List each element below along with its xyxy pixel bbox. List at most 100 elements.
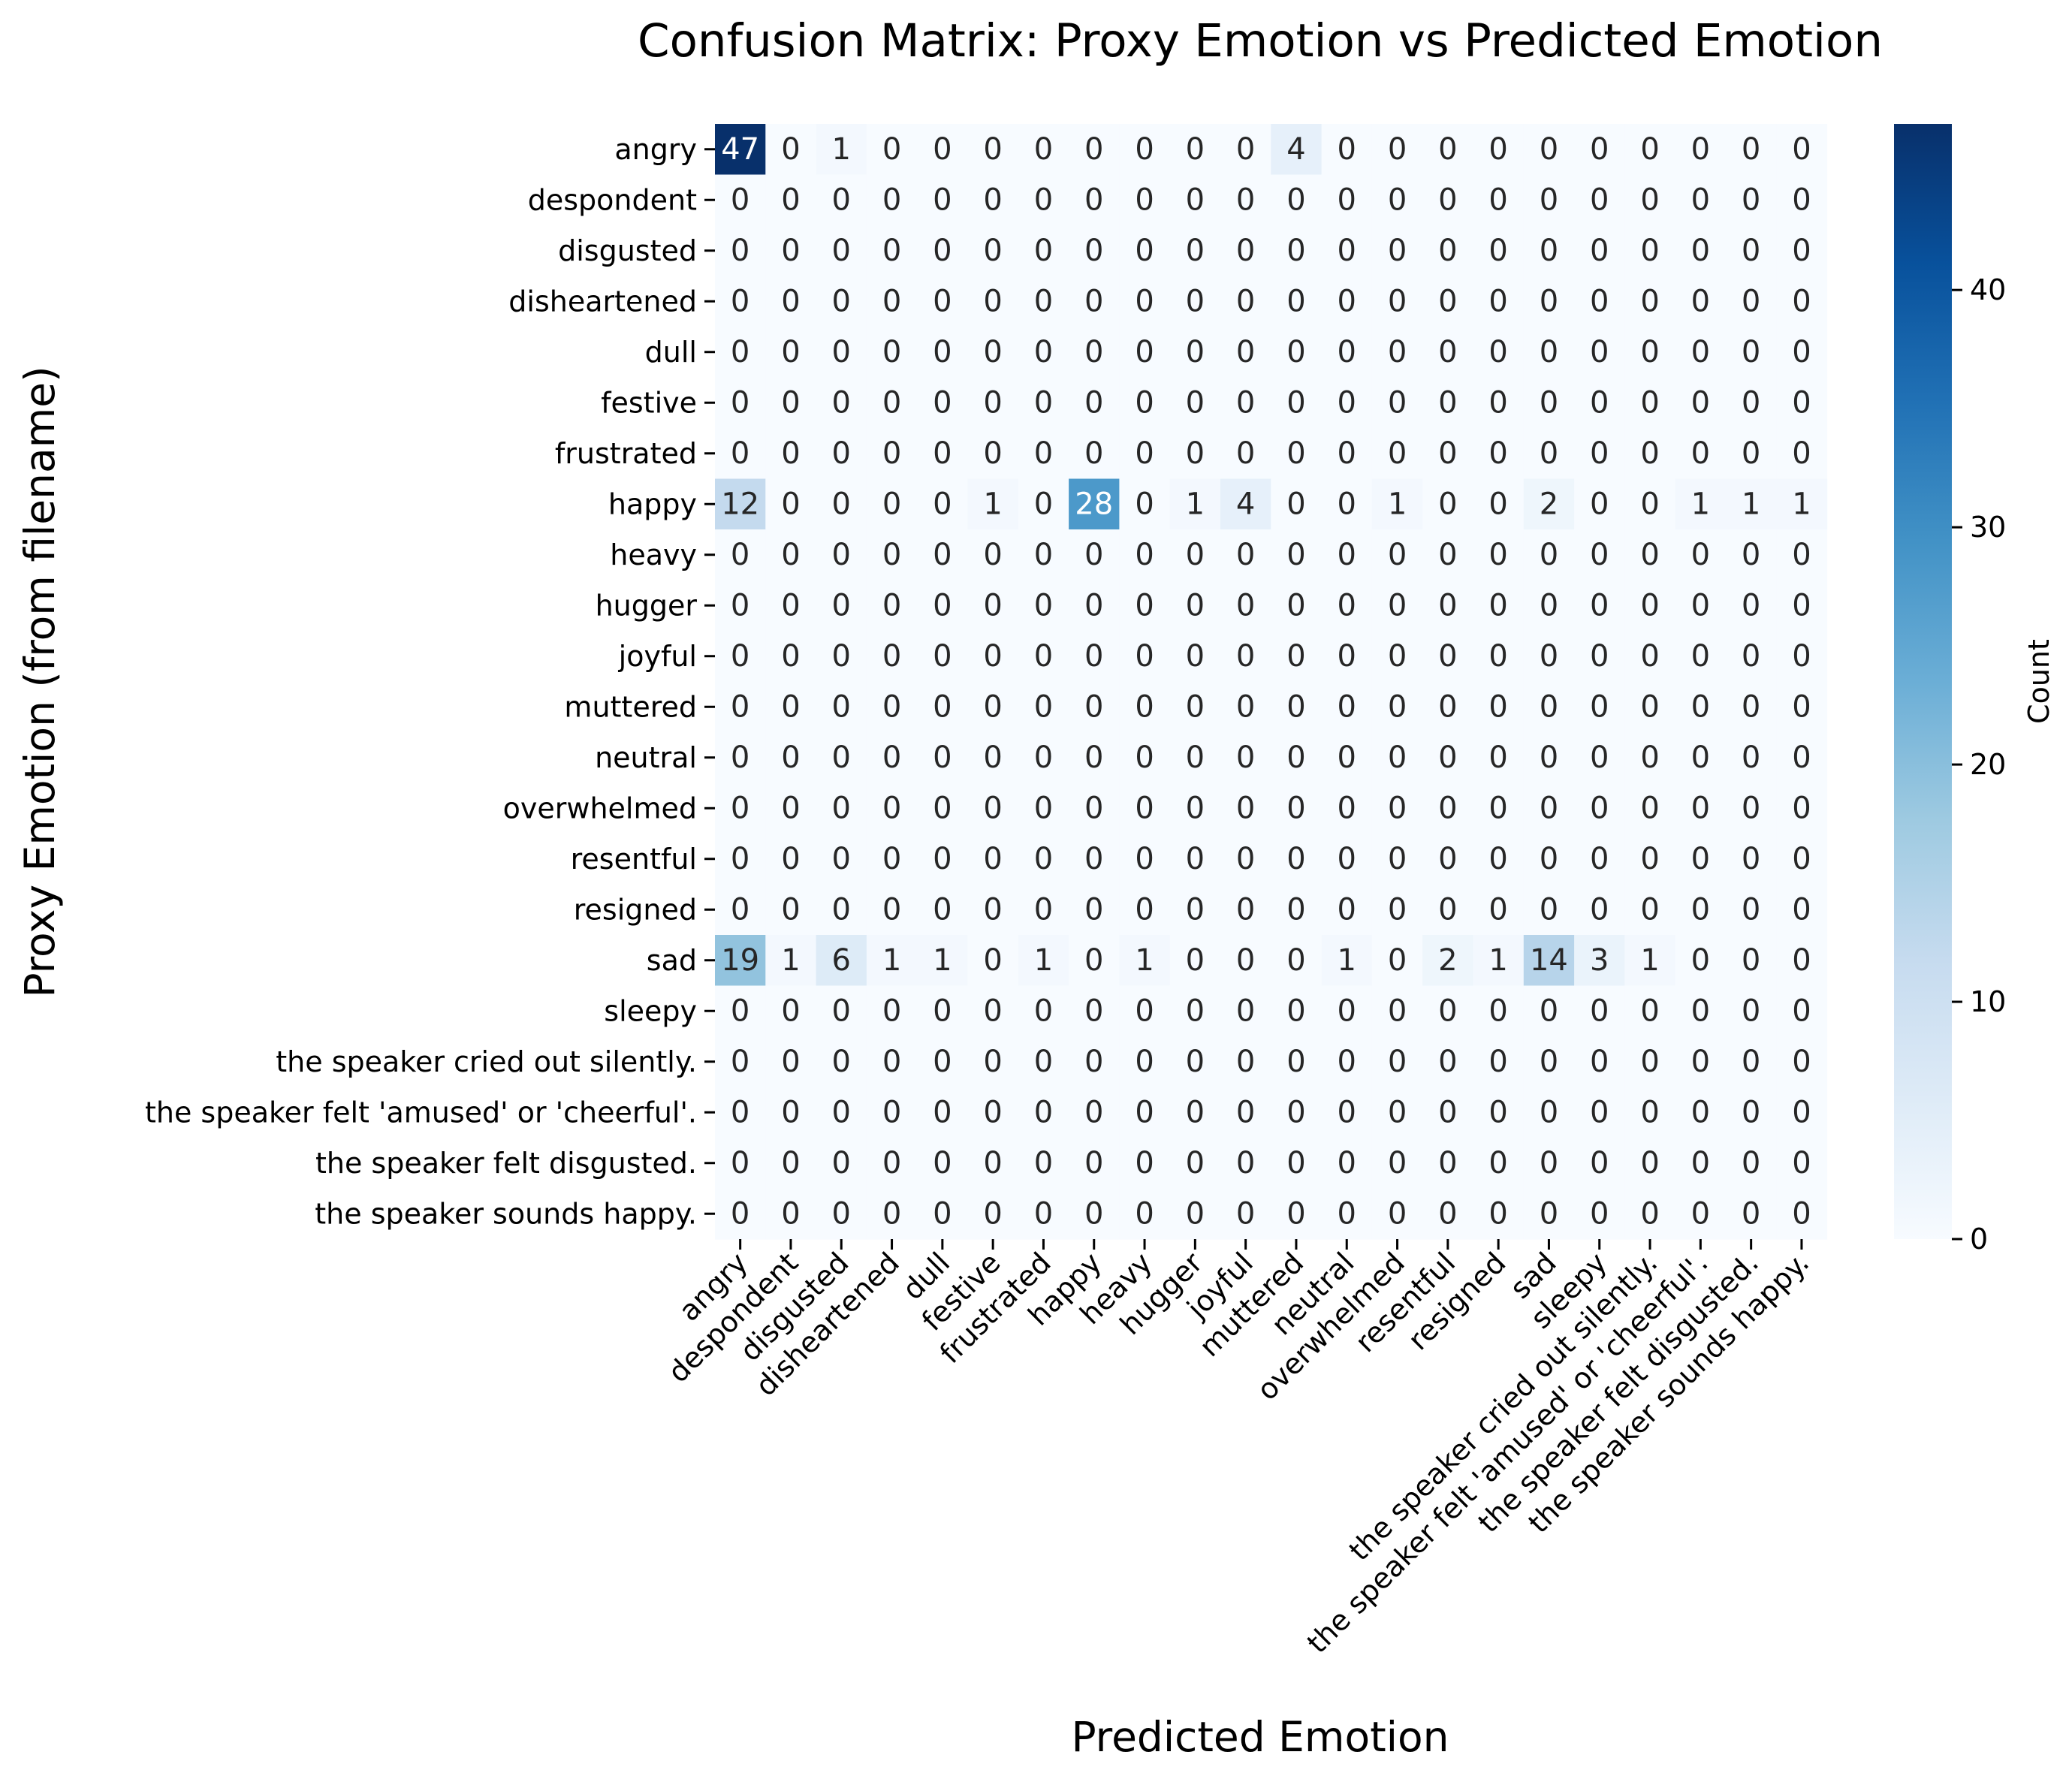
heatmap-cell xyxy=(1220,985,1271,1037)
heatmap-cell xyxy=(1220,327,1271,378)
heatmap-cell xyxy=(816,124,867,176)
heatmap-cell xyxy=(715,782,766,834)
heatmap-cell xyxy=(1523,124,1575,176)
heatmap-cell xyxy=(866,935,918,987)
heatmap-cell xyxy=(1523,1036,1575,1088)
cell-value-label: 0 xyxy=(1540,689,1558,724)
heatmap-cell xyxy=(1371,1087,1423,1138)
cell-value-label: 0 xyxy=(1286,842,1305,876)
heatmap-cell xyxy=(1776,1036,1828,1088)
heatmap-cell xyxy=(1473,631,1525,683)
heatmap-cell xyxy=(1776,529,1828,581)
cell-value-label: 0 xyxy=(1084,436,1103,471)
heatmap-cell xyxy=(866,580,918,632)
cell-value-label: 1 xyxy=(933,943,952,978)
cell-value-label: 0 xyxy=(1488,385,1507,420)
cell-value-label: 0 xyxy=(1084,1146,1103,1180)
cell-value-label: 0 xyxy=(983,538,1002,572)
y-tick-label: joyful xyxy=(618,640,697,673)
cell-value-label: 0 xyxy=(731,689,749,724)
heatmap-cell xyxy=(917,478,969,530)
cell-value-label: 0 xyxy=(1590,182,1609,217)
heatmap-cell xyxy=(1523,174,1575,226)
cell-value-label: 0 xyxy=(1338,487,1356,521)
cell-value-label: 0 xyxy=(882,1045,901,1079)
heatmap-cell xyxy=(715,478,766,530)
cell-value-label: 0 xyxy=(832,892,851,927)
cell-value-label: 0 xyxy=(1034,234,1053,268)
cell-value-label: 0 xyxy=(1236,385,1255,420)
cell-value-label: 0 xyxy=(1084,132,1103,167)
cell-value-label: 0 xyxy=(1236,335,1255,369)
y-tick-label: hugger xyxy=(596,589,698,622)
heatmap-cell xyxy=(1220,681,1271,733)
cell-value-label: 0 xyxy=(1236,791,1255,825)
heatmap-cell xyxy=(1422,327,1474,378)
heatmap-cell xyxy=(1675,174,1727,226)
heatmap-cell xyxy=(715,1138,766,1190)
cell-value-label: 0 xyxy=(1590,1196,1609,1231)
heatmap-cell xyxy=(1473,834,1525,885)
cell-value-label: 0 xyxy=(1488,994,1507,1028)
cell-value-label: 0 xyxy=(1640,1045,1659,1079)
cell-value-label: 1 xyxy=(1742,487,1760,521)
cell-value-label: 0 xyxy=(1590,994,1609,1028)
heatmap-cell xyxy=(816,1188,867,1240)
cell-value-label: 0 xyxy=(933,1045,952,1079)
cell-value-label: 0 xyxy=(1186,132,1205,167)
heatmap-cell xyxy=(967,377,1019,429)
heatmap-cell xyxy=(1271,985,1323,1037)
heatmap-cell xyxy=(1018,529,1069,581)
heatmap-cell xyxy=(1018,631,1069,683)
cell-value-label: 0 xyxy=(1438,892,1457,927)
heatmap-cell xyxy=(1574,377,1625,429)
cell-value-label: 0 xyxy=(1691,689,1710,724)
cell-value-label: 0 xyxy=(1792,994,1811,1028)
heatmap-cell xyxy=(1624,276,1676,327)
cell-value-label: 0 xyxy=(1590,689,1609,724)
cell-value-label: 0 xyxy=(1792,842,1811,876)
heatmap-cell xyxy=(1169,834,1221,885)
cell-value-label: 0 xyxy=(1388,284,1407,318)
cell-value-label: 1 xyxy=(882,943,901,978)
cell-value-label: 0 xyxy=(1691,791,1710,825)
heatmap-cell xyxy=(1726,124,1777,176)
heatmap-cell xyxy=(765,225,817,277)
cell-value-label: 0 xyxy=(1084,284,1103,318)
heatmap-cell xyxy=(765,276,817,327)
heatmap-cell xyxy=(1271,225,1323,277)
heatmap-cell xyxy=(715,124,766,176)
cell-value-label: 0 xyxy=(1388,791,1407,825)
heatmap-cell xyxy=(1726,681,1777,733)
heatmap-cell xyxy=(816,681,867,733)
heatmap-cell xyxy=(1371,681,1423,733)
cell-value-label: 1 xyxy=(1488,943,1507,978)
heatmap-cell xyxy=(1624,1087,1676,1138)
cell-value-label: 0 xyxy=(983,943,1002,978)
cell-value-label: 0 xyxy=(1084,791,1103,825)
cell-value-label: 0 xyxy=(1286,1196,1305,1231)
cell-value-label: 0 xyxy=(832,842,851,876)
heatmap-cell xyxy=(1169,276,1221,327)
heatmap-cell xyxy=(1271,935,1323,987)
cell-value-label: 0 xyxy=(1792,132,1811,167)
heatmap-cell xyxy=(1726,377,1777,429)
cell-value-label: 0 xyxy=(983,842,1002,876)
cell-value-label: 0 xyxy=(832,994,851,1028)
heatmap-cell xyxy=(1624,327,1676,378)
colorbar: 0 10 20 30 40 Count xyxy=(1894,124,2055,1256)
heatmap-cell xyxy=(967,1188,1019,1240)
cell-value-label: 0 xyxy=(731,639,749,674)
heatmap-cell xyxy=(967,732,1019,784)
cell-value-label: 0 xyxy=(1488,842,1507,876)
heatmap-cell xyxy=(1675,377,1727,429)
heatmap-cell xyxy=(917,631,969,683)
cell-value-label: 0 xyxy=(1338,994,1356,1028)
heatmap-cell xyxy=(1473,935,1525,987)
cell-value-label: 0 xyxy=(1186,182,1205,217)
y-axis-ticks: angry despondent disgusted disheartened dull… xyxy=(145,133,715,1230)
heatmap-cell xyxy=(1675,631,1727,683)
cell-value-label: 0 xyxy=(1590,842,1609,876)
cell-value-label: 0 xyxy=(1338,1196,1356,1231)
heatmap-cell xyxy=(1473,681,1525,733)
